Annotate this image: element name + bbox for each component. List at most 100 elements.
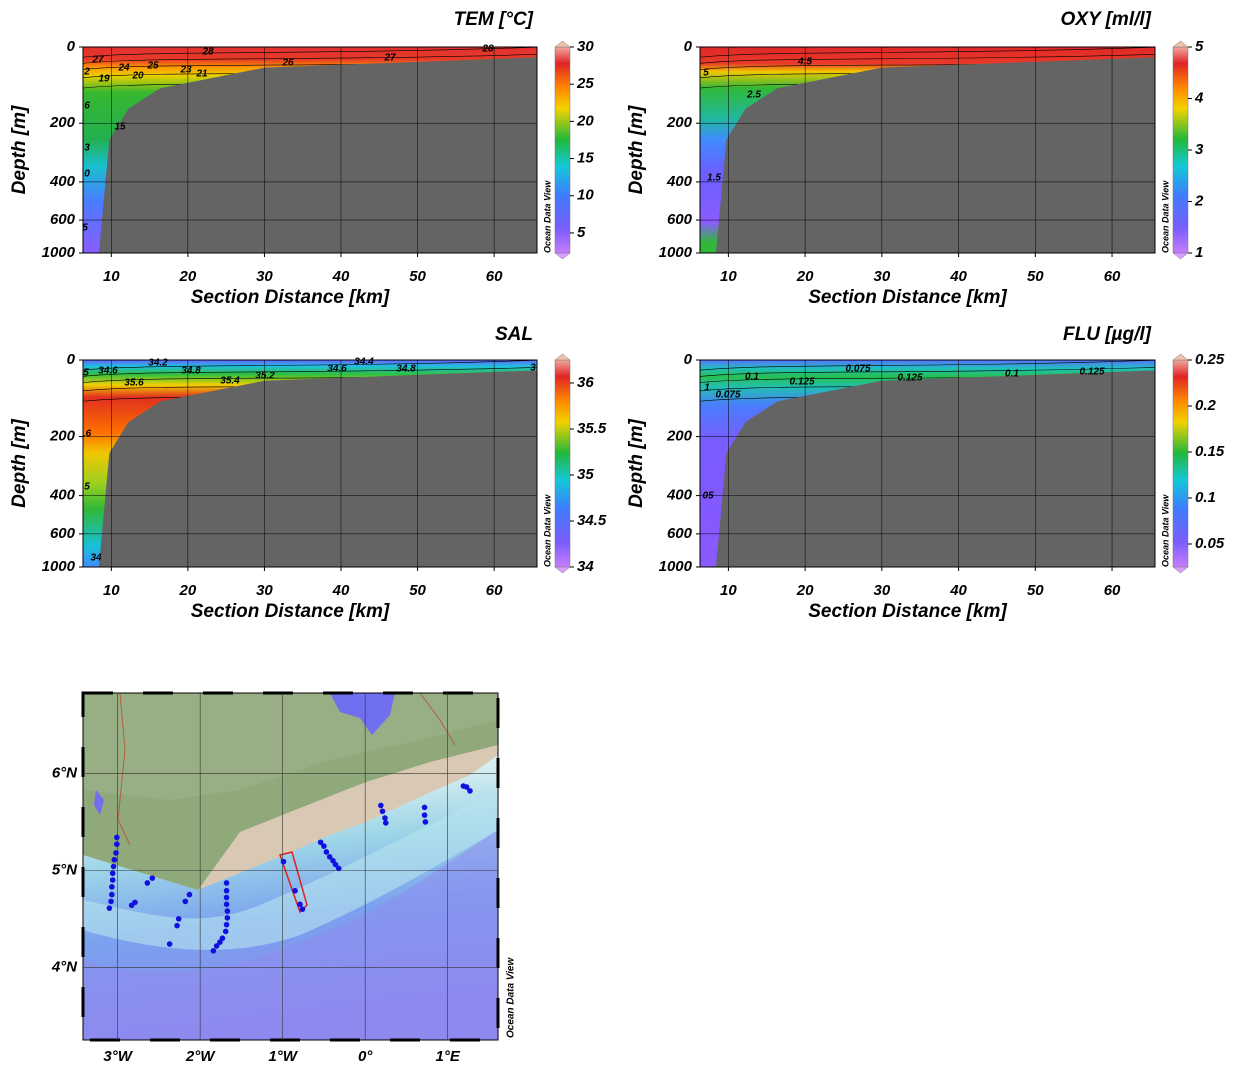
station (224, 922, 230, 928)
y-axis-label: Depth [m] (9, 419, 30, 508)
y-tick-label: 200 (666, 428, 693, 445)
y-axis-label: Depth [m] (626, 105, 647, 194)
x-axis-label: Section Distance [km] (808, 601, 1007, 622)
station (281, 859, 287, 865)
colorbar-cap (555, 354, 570, 360)
y-tick-label: 600 (667, 525, 693, 542)
x-tick-label: 40 (949, 582, 967, 599)
x-tick-label: 2°W (185, 1048, 216, 1065)
station (324, 849, 330, 855)
station (174, 923, 180, 929)
contour-label: 26 (281, 58, 294, 69)
y-tick-label: 6°N (52, 764, 78, 781)
y-tick-label: 600 (50, 525, 76, 542)
contour-label: 0.125 (789, 377, 814, 388)
y-tick-label: 400 (666, 487, 693, 504)
colorbar-tick-label: 30 (577, 38, 594, 55)
y-tick-label: 0 (67, 38, 76, 55)
colorbar-tick-label: 1 (1195, 244, 1203, 261)
colorbar-tick-label: 0.15 (1195, 443, 1225, 460)
colorbar-cap (555, 253, 570, 259)
y-tick-label: 1000 (42, 244, 76, 261)
station (321, 843, 327, 849)
contour-label: 0 (84, 169, 90, 180)
station (300, 906, 306, 912)
y-tick-label: 200 (666, 114, 693, 131)
y-tick-label: 200 (49, 428, 76, 445)
station (225, 915, 231, 921)
contour-label: 0.125 (897, 373, 922, 384)
y-tick-label: 0 (684, 351, 693, 368)
colorbar-tick-label: 15 (577, 150, 594, 167)
x-axis-label: Section Distance [km] (191, 601, 390, 622)
station (382, 815, 388, 821)
station (223, 929, 229, 935)
station (211, 948, 217, 954)
contour-label: 0.075 (715, 390, 740, 401)
x-tick-label: 10 (720, 582, 737, 599)
contour-label: 5 (83, 368, 89, 379)
y-tick-label: 0 (67, 351, 76, 368)
contour-label: 34.4 (354, 357, 374, 368)
colorbar-tick-label: 35.5 (577, 420, 607, 437)
colorbar-cap (1173, 253, 1188, 259)
station (187, 892, 193, 898)
colorbar-tick-label: 0.25 (1195, 351, 1225, 368)
contour-label: 5 (84, 482, 90, 493)
figure: 1020304050600200400600100028272627282242… (0, 0, 1234, 1070)
contour-label: 2 (83, 67, 90, 78)
colorbar-cap (555, 41, 570, 47)
contour-label: 0.1 (745, 372, 759, 383)
contour-label: 4.5 (797, 57, 812, 68)
y-tick-label: 400 (49, 487, 76, 504)
y-axis-label: Depth [m] (9, 105, 30, 194)
x-axis-label: Section Distance [km] (808, 287, 1007, 308)
contour-label: 0.075 (845, 364, 870, 375)
y-tick-label: 200 (49, 114, 76, 131)
contour-label: 34.6 (98, 366, 118, 377)
y-tick-label: 4°N (51, 958, 78, 975)
y-tick-label: 600 (667, 211, 693, 228)
station (422, 812, 428, 818)
colorbar-tick-label: 25 (576, 75, 594, 92)
y-tick-label: 600 (50, 211, 76, 228)
station (145, 880, 151, 886)
page: 1020304050600200400600100028272627282242… (0, 0, 1234, 1075)
colorbar-tick-label: 0.05 (1195, 535, 1225, 552)
colorbar-tick-label: 35 (577, 466, 594, 483)
contour-label: 25 (146, 61, 159, 72)
y-tick-label: 1000 (659, 244, 693, 261)
colorbar-tick-label: 4 (1194, 89, 1204, 106)
contour-label: 34.8 (181, 366, 201, 377)
station (176, 916, 182, 922)
y-tick-label: 400 (49, 173, 76, 190)
x-tick-label: 20 (796, 268, 814, 285)
x-tick-label: 20 (179, 582, 197, 599)
colorbar-tick-label: 20 (576, 112, 594, 129)
x-tick-label: 60 (486, 582, 503, 599)
contour-label: 1.5 (707, 173, 721, 184)
colorbar-tick-label: 2 (1194, 192, 1204, 209)
station (224, 880, 230, 886)
station (114, 835, 120, 841)
station (110, 870, 116, 876)
colorbar-cap (1173, 354, 1188, 360)
colorbar (555, 47, 570, 253)
contour-label: 34.6 (327, 364, 347, 375)
station (378, 803, 384, 809)
colorbar (1173, 360, 1188, 567)
x-tick-label: 20 (796, 582, 814, 599)
chart-title: OXY [ml/l] (1061, 9, 1152, 30)
x-tick-label: 1°E (435, 1048, 460, 1065)
colorbar-tick-label: 0.2 (1195, 397, 1217, 414)
station (109, 884, 115, 890)
station (107, 905, 113, 911)
colorbar-cap (1173, 567, 1188, 573)
contour-label: 3 (84, 143, 90, 154)
station (224, 895, 230, 901)
contour-label: 23 (179, 65, 192, 76)
contour-label: 05 (702, 491, 714, 502)
y-axis-label: Depth [m] (626, 419, 647, 508)
chart-title: FLU [µg/l] (1063, 324, 1152, 345)
contour-label: 35.6 (124, 378, 144, 389)
